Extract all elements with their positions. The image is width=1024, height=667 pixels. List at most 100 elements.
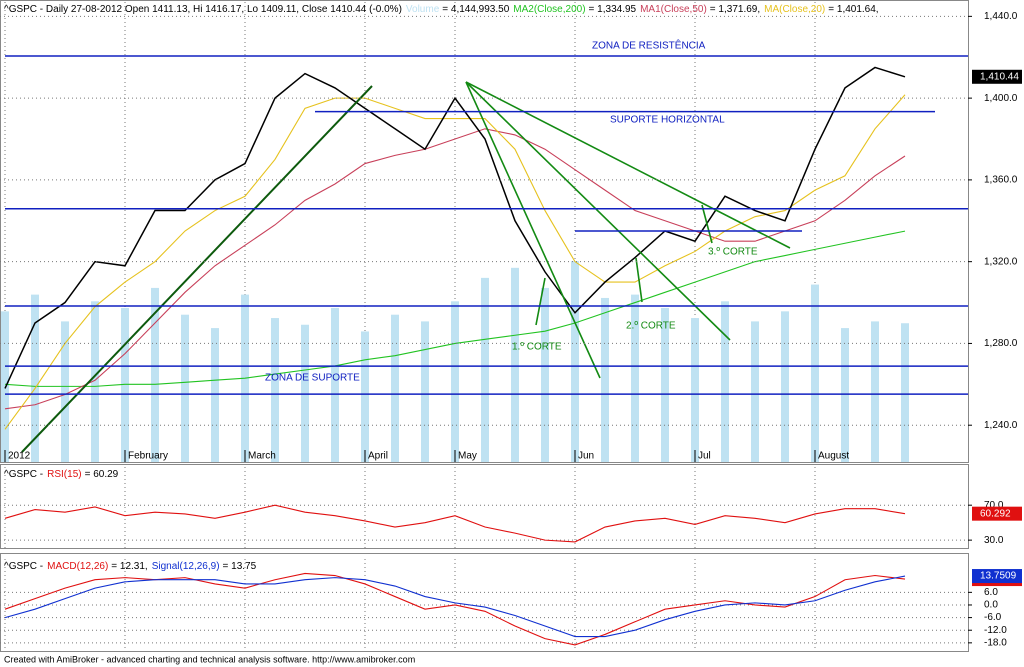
y-tick-label: 1,400.0 bbox=[984, 93, 1018, 104]
series-line bbox=[4, 94, 906, 430]
legend-name: MA(Close,20) bbox=[764, 4, 825, 15]
legend-value: = 12.31, bbox=[111, 561, 147, 572]
volume-bar bbox=[181, 314, 189, 462]
legend-value: = 1,334.95 bbox=[589, 4, 637, 15]
volume-bar bbox=[451, 301, 459, 462]
y-tick-label: 1,240.0 bbox=[984, 420, 1018, 431]
value-tag-label: 13.7509 bbox=[980, 571, 1017, 582]
legend-name: Signal(12,26,9) bbox=[152, 561, 220, 572]
y-tick-label: -6.0 bbox=[984, 612, 1002, 623]
panel-header: ^GSPC - Daily 27-08-2012 Open 1411.13, H… bbox=[4, 4, 879, 15]
arrow bbox=[701, 204, 713, 244]
annotation: ZONA DE SUPORTE bbox=[265, 373, 360, 384]
series-line bbox=[4, 575, 906, 638]
y-tick-label: 1,440.0 bbox=[984, 11, 1018, 22]
volume-bar bbox=[721, 301, 729, 462]
volume-bar bbox=[601, 297, 609, 462]
legend-value: = 4,144,993.50 bbox=[442, 4, 509, 15]
panel-header: ^GSPC - MACD(12,26) = 12.31, Signal(12,26,9… bbox=[4, 561, 257, 572]
value-tag-label: 1,410.44 bbox=[980, 71, 1019, 82]
volume-bar bbox=[811, 284, 819, 462]
annotation: 3.º CORTE bbox=[708, 247, 758, 258]
trendline bbox=[465, 81, 601, 379]
annotation: SUPORTE HORIZONTAL bbox=[610, 115, 725, 126]
trendlines bbox=[21, 81, 791, 453]
volume-bar bbox=[691, 318, 699, 462]
panel-title: ^GSPC - Daily 27-08-2012 Open 1411.13, H… bbox=[4, 4, 402, 15]
legend-value: = 13.75 bbox=[223, 561, 257, 572]
legend-value: = 60.29 bbox=[85, 469, 119, 480]
volume-bar bbox=[871, 321, 879, 462]
x-tick-label: April bbox=[368, 451, 388, 462]
price-panel-frame bbox=[0, 0, 969, 463]
panel-title: ^GSPC - bbox=[4, 469, 43, 480]
legend-value: = 1,371.69, bbox=[710, 4, 760, 15]
volume-bar bbox=[61, 321, 69, 462]
legend-name: MACD(12,26) bbox=[47, 561, 108, 572]
panel-header: ^GSPC - RSI(15) = 60.29 bbox=[4, 469, 119, 480]
panel-title: ^GSPC - bbox=[4, 561, 43, 572]
trendline bbox=[21, 85, 373, 453]
trendline bbox=[465, 81, 731, 341]
x-tick-label: March bbox=[248, 451, 276, 462]
x-tick-label: 2012 bbox=[8, 451, 31, 462]
y-tick-label: 70.0 bbox=[984, 500, 1004, 511]
x-tick-label: August bbox=[818, 451, 849, 462]
annotation: ZONA DE RESISTÊNCIA bbox=[592, 39, 706, 52]
volume-bar bbox=[391, 314, 399, 462]
macd-panel-frame bbox=[0, 553, 969, 652]
legend-name: MA1(Close,50) bbox=[640, 4, 707, 15]
legend-value: = 1,401.64, bbox=[828, 4, 878, 15]
y-tick-label: 0.0 bbox=[984, 600, 998, 611]
volume-bar bbox=[751, 321, 759, 462]
x-tick-label: Jun bbox=[578, 451, 594, 462]
annotation: 1.º CORTE bbox=[512, 342, 562, 353]
volume-bar bbox=[781, 311, 789, 462]
series-line bbox=[4, 504, 906, 543]
y-tick-label: 1,360.0 bbox=[984, 175, 1018, 186]
volume-bar bbox=[31, 294, 39, 462]
y-tick-label: -18.0 bbox=[984, 637, 1007, 648]
panels bbox=[0, 0, 969, 652]
volume-bar bbox=[631, 294, 639, 462]
volume-bar bbox=[901, 323, 909, 462]
legend-name: Volume bbox=[406, 4, 440, 15]
volume-bar bbox=[661, 308, 669, 462]
y-tick-label: 1,280.0 bbox=[984, 338, 1018, 349]
series-line bbox=[4, 230, 906, 387]
y-tick-label: 30.0 bbox=[984, 535, 1004, 546]
y-tick-label: 1,320.0 bbox=[984, 256, 1018, 267]
volume-bar bbox=[121, 308, 129, 462]
x-tick-label: Jul bbox=[698, 451, 711, 462]
volume-bar bbox=[91, 301, 99, 462]
value-tag bbox=[972, 506, 1022, 521]
x-tick-label: May bbox=[458, 451, 477, 462]
volume-bar bbox=[571, 261, 579, 462]
volume-bar bbox=[421, 321, 429, 462]
volume-bar bbox=[211, 328, 219, 462]
arrow bbox=[535, 277, 546, 326]
volume-bar bbox=[271, 318, 279, 462]
volume-bar bbox=[361, 331, 369, 462]
volume-bar bbox=[151, 287, 159, 462]
volume-bar bbox=[841, 328, 849, 462]
trendline bbox=[465, 81, 791, 249]
y-tick-label: 6.0 bbox=[984, 587, 998, 598]
series-line bbox=[4, 66, 906, 389]
volume-bar bbox=[541, 287, 549, 462]
value-tag bbox=[972, 69, 1022, 84]
value-tag-label: 60.292 bbox=[980, 508, 1011, 519]
volume-bar bbox=[301, 324, 309, 462]
annotation: 2.º CORTE bbox=[626, 321, 676, 332]
arrow bbox=[635, 257, 643, 303]
legend-name: MA2(Close,200) bbox=[513, 4, 585, 15]
y-tick-label: -12.0 bbox=[984, 625, 1007, 636]
value-tag bbox=[972, 569, 1022, 584]
volume-bar bbox=[331, 308, 339, 462]
x-tick-label: February bbox=[128, 451, 168, 462]
rsi-panel-frame bbox=[0, 464, 969, 549]
volume-bar bbox=[511, 267, 519, 462]
footer: Created with AmiBroker - advanced charti… bbox=[4, 654, 415, 664]
volume-bar bbox=[481, 277, 489, 462]
